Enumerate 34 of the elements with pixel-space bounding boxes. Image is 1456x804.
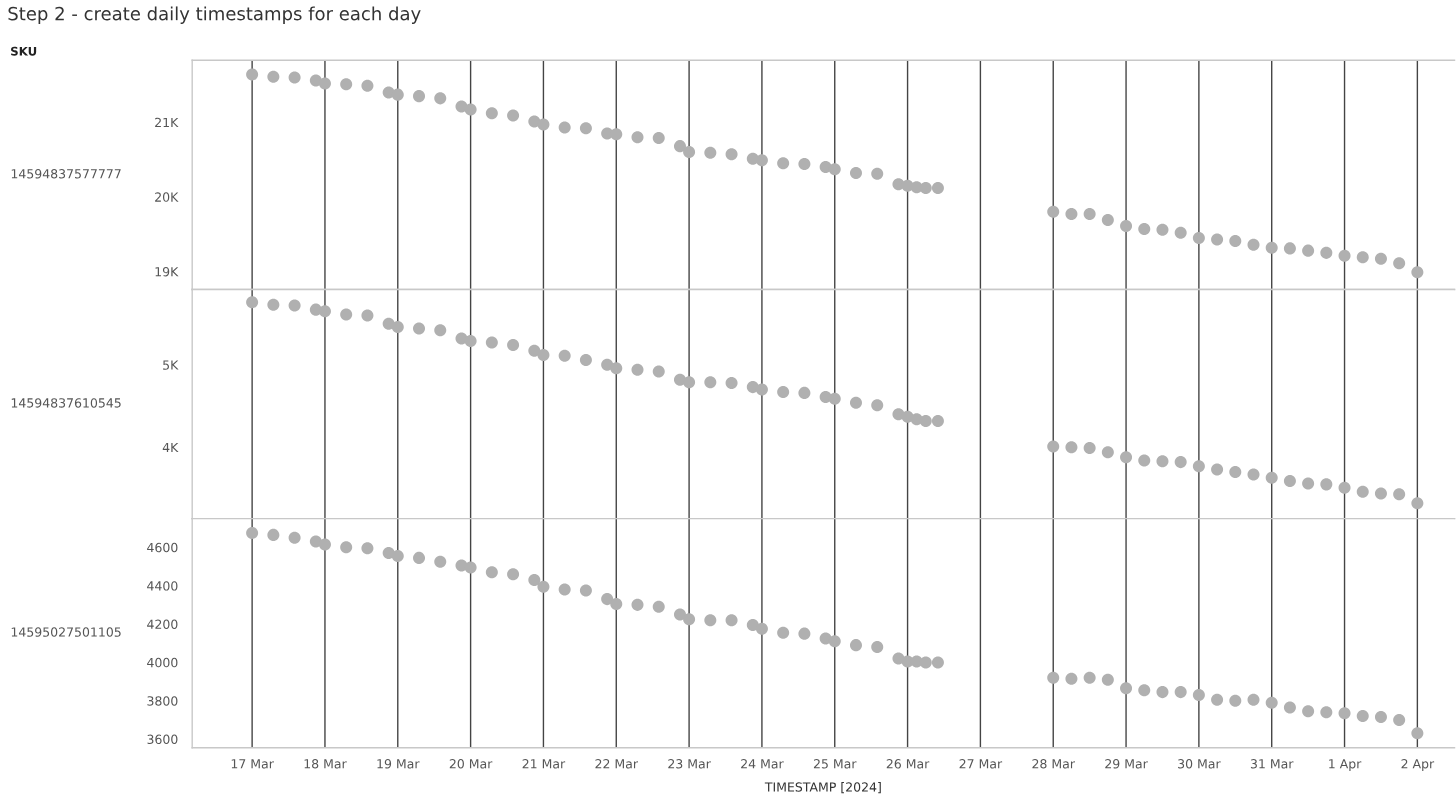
y-tick-label: 4600 xyxy=(147,542,178,553)
x-tick-label: 23 Mar xyxy=(668,759,711,769)
x-tick-label: 26 Mar xyxy=(886,759,930,769)
y-tick-label: 5K xyxy=(163,360,179,370)
y-axis-title: 14595027501105 xyxy=(11,627,121,637)
x-tick-label: 17 Mar xyxy=(231,759,274,769)
chart-title: Step 2 - create daily timestamps for each day xyxy=(8,6,421,24)
y-tick-label: 4K xyxy=(162,442,179,453)
y-tick-label: 21K xyxy=(155,117,179,127)
x-tick-label: 2 Apr xyxy=(1401,759,1435,771)
y-tick-label: 20K xyxy=(155,192,179,202)
x-tick-label: 24 Mar xyxy=(741,759,784,769)
y-axis-title: 14594837577777 xyxy=(11,169,121,179)
x-tick-label: 29 Mar xyxy=(1105,759,1148,769)
x-tick-label: 25 Mar xyxy=(813,759,857,769)
y-tick-label: 4400 xyxy=(147,581,178,591)
x-tick-label: 27 Mar xyxy=(959,759,1003,769)
x-tick-label: 21 Mar xyxy=(522,759,566,769)
y-tick-label: 3800 xyxy=(147,696,178,706)
x-tick-label: 22 Mar xyxy=(595,759,638,769)
x-tick-label: 31 Mar xyxy=(1250,759,1294,769)
x-tick-label: 30 Mar xyxy=(1178,759,1221,769)
y-tick-label: 3600 xyxy=(147,734,178,745)
x-tick-label: 1 Apr xyxy=(1329,759,1362,771)
text: SKU xyxy=(11,46,37,56)
x-tick-label: 18 Mar xyxy=(304,759,347,769)
x-tick-label: 20 Mar xyxy=(449,759,493,769)
x-axis-title: TIMESTAMP [2024] xyxy=(764,782,881,794)
y-tick-label: 4200 xyxy=(147,619,178,629)
x-tick-label: 28 Mar xyxy=(1032,759,1075,769)
x-tick-label: 19 Mar xyxy=(377,759,420,769)
y-axis-title: 14594837610545 xyxy=(11,398,121,408)
y-tick-label: 4000 xyxy=(147,657,178,668)
y-tick-label: 19K xyxy=(155,267,179,277)
